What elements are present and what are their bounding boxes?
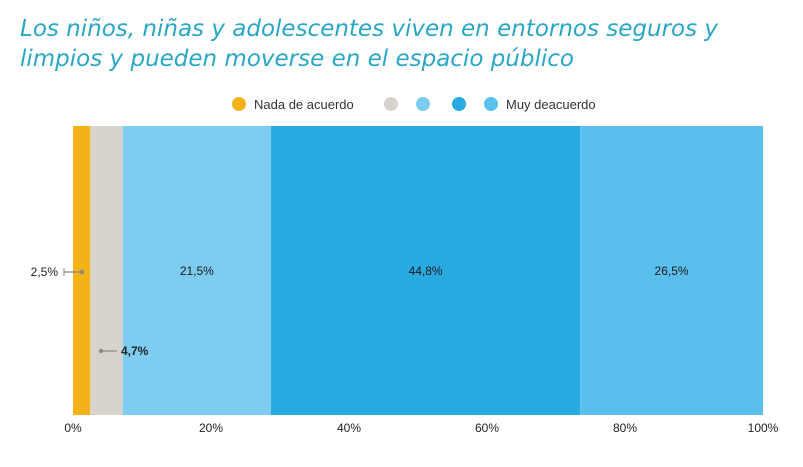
bar-segment: [90, 126, 123, 415]
x-tick-label: 40%: [337, 421, 361, 435]
data-label: 4,7%: [121, 344, 149, 358]
bar-segment: [271, 126, 581, 415]
legend-swatch: [416, 97, 430, 111]
data-label-marker: [98, 348, 104, 354]
legend-swatch: [384, 97, 398, 111]
legend-item: Muy deacuerdo: [484, 94, 596, 114]
legend-label: Muy deacuerdo: [506, 96, 596, 112]
legend-item: [416, 94, 430, 114]
legend-label: Nada de acuerdo: [254, 96, 354, 112]
data-label: 26,5%: [655, 264, 689, 278]
data-label-marker: [79, 269, 85, 275]
legend-swatch: [232, 97, 246, 111]
data-label: 21,5%: [180, 264, 214, 278]
legend-item: [384, 94, 398, 114]
legend-swatch: [452, 97, 466, 111]
legend-item: [452, 94, 466, 114]
legend-swatch: [484, 97, 498, 111]
data-label: 44,8%: [409, 264, 443, 278]
x-tick-label: 0%: [64, 421, 82, 435]
x-tick-label: 80%: [613, 421, 637, 435]
x-tick-label: 60%: [475, 421, 499, 435]
chart-legend: Nada de acuerdo Muy deacuerdo: [0, 94, 803, 114]
chart-title: Los niños, niñas y adolescentes viven en…: [20, 16, 719, 72]
data-label: 2,5%: [31, 265, 59, 279]
x-tick-label: 20%: [199, 421, 223, 435]
bar-segment: [580, 126, 763, 415]
legend-item: Nada de acuerdo: [232, 94, 354, 114]
bar-segment: [122, 126, 272, 415]
x-tick-label: 100%: [748, 421, 779, 435]
